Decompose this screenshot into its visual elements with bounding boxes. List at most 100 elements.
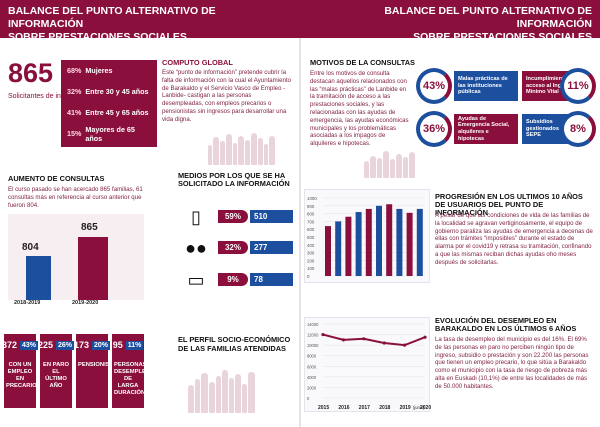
line-y-tick: 12000 [307, 333, 319, 338]
crowd-illustration-left [208, 132, 296, 165]
desempleo-line [322, 333, 426, 347]
medios-row-2: ●● 32% 277 [184, 236, 293, 260]
stat-30-45: 32% Entre 30 y 45 años [67, 87, 149, 96]
progresion-bar [406, 212, 413, 276]
desempleo-title: Evolución del desempleo en Barakaldo en … [435, 316, 577, 333]
profile-card-pensionistas: 173 20% PENSIONISTAS [74, 334, 121, 408]
progresion-bar [355, 212, 362, 276]
progresion-bar [335, 221, 342, 276]
progresion-bar [386, 204, 393, 276]
medios-title: MEDIOS POR LOS QUE SE HA SOLICITADO LA I… [178, 171, 290, 188]
medios-value-1: 510 [250, 210, 293, 223]
line-y-tick: 10000 [307, 343, 319, 348]
bar-y-tick: 800 [307, 212, 315, 217]
motivo-tag-3: Ayudas de Emergencia Social, alquileres … [454, 114, 518, 144]
medios-row-1: ▯ 59% 510 [184, 205, 293, 229]
line-y-tick: 2000 [307, 385, 317, 390]
medios-row-3: ▭ 9% 78 [184, 268, 293, 292]
motivo-ring-2: 11% [560, 68, 596, 104]
progresion-bar [416, 208, 423, 276]
bar-y-tick: 100 [307, 266, 315, 271]
motivo-ring-4: 8% [560, 111, 596, 147]
medios-pct-1: 59% [218, 210, 248, 223]
bar-y-tick: 600 [307, 227, 315, 232]
line-y-tick: 6000 [307, 364, 317, 369]
profile-title: EL PERFIL SOCIO-ECONÓMICO DE LAS FAMILIA… [178, 335, 291, 353]
line-y-tick: 4000 [307, 375, 317, 380]
consultas-value-2019: 865 [81, 222, 98, 233]
medios-pct-3: 9% [218, 273, 248, 286]
total-applicants-number: 865 [8, 58, 54, 88]
center-divider [299, 38, 301, 427]
consultas-value-2018: 804 [22, 242, 39, 253]
line-y-tick: 0 [307, 396, 310, 401]
desempleo-point [321, 332, 325, 337]
crowd-illustration-right [364, 150, 460, 178]
total-applicants-label: Solicitantes de información [8, 93, 92, 100]
motivo-ring-1: 43% [416, 68, 452, 104]
right-banner: BALANCE DEL PUNTO ALTERNATIVO DE INFORMA… [300, 0, 600, 43]
desempleo-point [423, 335, 427, 339]
desempleo-point [362, 337, 366, 341]
mobile-icon: ▯ [191, 206, 201, 227]
stat-45-65: 41% Entre 45 y 65 años [67, 108, 149, 117]
left-banner: BALANCE DEL PUNTO ALTERNATIVO DE INFORMA… [0, 0, 300, 43]
medios-pct-2: 32% [218, 241, 248, 254]
progresion-bar [365, 208, 372, 276]
line-y-tick: 8000 [307, 354, 317, 359]
desempleo-point [382, 341, 386, 345]
bar-y-tick: 500 [307, 235, 315, 240]
progresion-bar [396, 208, 403, 276]
bar-y-tick: 700 [307, 219, 315, 224]
desempleo-text: La tasa de desempleo del municipio es de… [435, 336, 589, 390]
progresion-bar [376, 205, 382, 276]
desempleo-chart: 14000 12000 10000 8000 6000 4000 2000 0 2015 2016… [304, 317, 431, 412]
stat-65-plus: 15% Mayores de 65 años [67, 124, 135, 143]
progresion-bar [325, 226, 331, 276]
line-y-tick: 14000 [307, 322, 319, 327]
right-title-line-1: BALANCE DEL PUNTO ALTERNATIVO DE INFORMA… [384, 5, 592, 30]
global-text: Este “punto de información” pretende cub… [162, 69, 291, 123]
consultas-text: El curso pasado se han acercado 865 fami… [8, 186, 143, 209]
motivo-ring-3: 36% [416, 111, 452, 147]
consultas-title: AUMENTO DE CONSULTAS [8, 174, 105, 183]
progresion-text: A pesar de que las condiciones de vida d… [435, 212, 593, 266]
computer-icon: ▭ [187, 269, 205, 290]
desempleo-x-label: 2015 [318, 405, 329, 411]
desempleo-x-label: 2016 [338, 405, 349, 411]
bar-y-tick: 900 [307, 204, 315, 209]
bar-y-tick: 1000 [307, 196, 317, 201]
crowd-illustration-bottom [188, 370, 286, 413]
applicant-stats-box: 68% Mujeres 32% Entre 30 y 45 años 41% Entr… [61, 60, 157, 147]
motivo-tag-1: Malas prácticas de las instituciones púb… [454, 71, 518, 101]
motivos-text: Entre los motivos de consulta destacan a… [310, 70, 409, 148]
profile-card-desempleadas: 95 11% PERSONAS DESEMPLEADAS DE LARGA DURA… [112, 334, 162, 408]
desempleo-svg: 14000 12000 10000 8000 6000 4000 2000 0 2015 2016… [307, 322, 431, 411]
medios-value-2: 277 [250, 241, 293, 254]
progresion-title: Progresión en los ultimos 10 años de usu… [435, 192, 583, 217]
consultas-chart: 804 865 2018-2019 2019-2020 [8, 214, 144, 306]
global-title: COMPUTO GLOBAL [162, 58, 233, 67]
consultas-bar-2019 [78, 237, 108, 300]
profile-card-paro: 225 26% EN PARO EL ÚLTIMO AÑO [38, 334, 75, 408]
desempleo-x-label: 2017 [359, 405, 370, 411]
left-title-line-2: SOBRE PRESTACIONES SOCIALES [8, 31, 187, 43]
bar-y-tick: 200 [307, 258, 315, 263]
people-icon: ●● [185, 237, 207, 258]
desempleo-x-label: 2018 [379, 405, 390, 411]
progresion-bar [345, 216, 352, 276]
motivos-title: MOTIVOS DE LA CONSULTAS [310, 58, 415, 67]
bar-y-tick: 400 [307, 243, 315, 248]
consultas-year-2018: 2018-2019 [14, 300, 41, 306]
desempleo-point [341, 338, 345, 342]
motivos-grid: 43% Malas prácticas de las instituciones… [416, 68, 596, 148]
desempleo-x-label: 2019 [400, 405, 411, 411]
profile-cards: 372 43% CON UN EMPLEO EN PRECARIO 225 26% EN… [2, 334, 162, 408]
desempleo-point [403, 343, 407, 347]
consultas-bar-2018 [26, 256, 51, 300]
stat-women: 68% Mujeres [67, 66, 113, 75]
consultas-year-2019: 2019-2020 [72, 300, 99, 306]
left-title-line-1: BALANCE DEL PUNTO ALTERNATIVO DE INFORMA… [8, 5, 216, 30]
medios-value-3: 78 [250, 273, 293, 286]
